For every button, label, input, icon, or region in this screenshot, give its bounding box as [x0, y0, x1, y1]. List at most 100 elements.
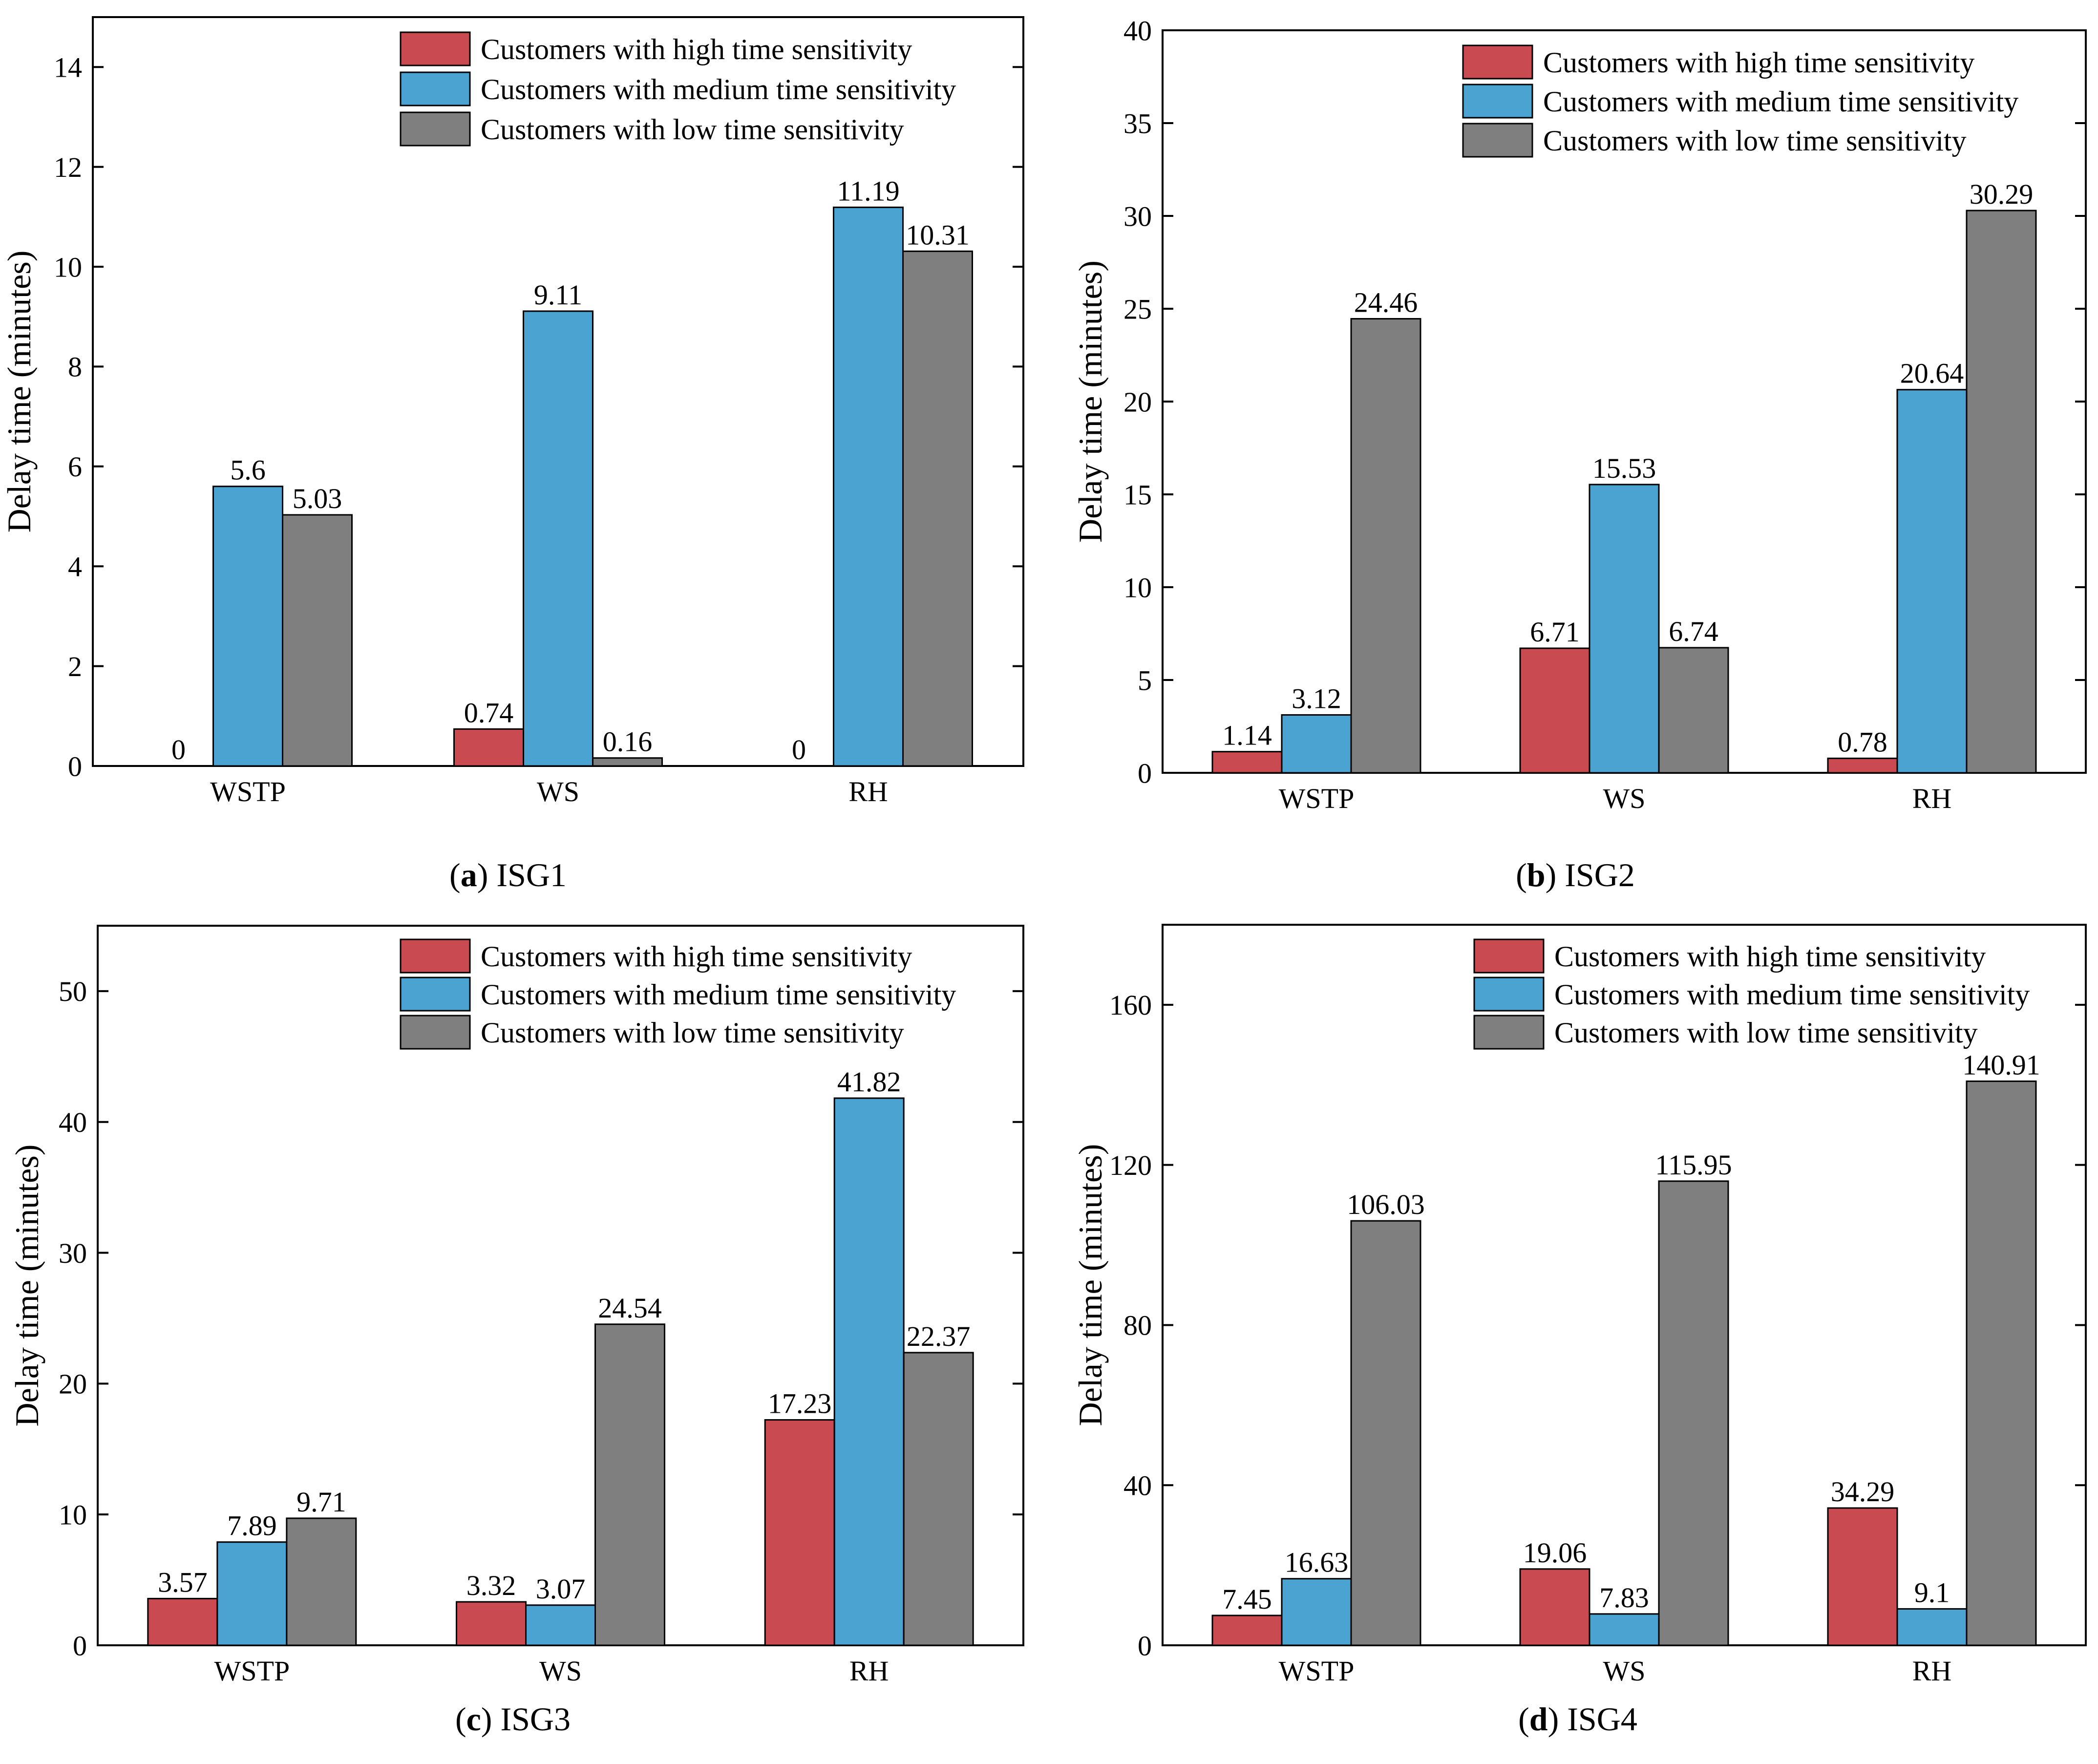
data-label: 17.23	[768, 1388, 832, 1420]
bar-rh-series-2	[1896, 1608, 1968, 1646]
data-label: 34.29	[1831, 1476, 1895, 1508]
bar-ws-series-2	[1589, 484, 1660, 774]
bar-rh-series-3	[1966, 1080, 2037, 1646]
bar-rh-series-1	[1827, 757, 1898, 774]
bar-ws-series-3	[1658, 647, 1729, 774]
bar-wstp-series-2	[216, 1541, 288, 1646]
bar-rh-series-1	[1827, 1507, 1898, 1646]
legend-label-1: Customers with high time sensitivity	[481, 940, 912, 973]
panel-caption-text: ISG1	[496, 856, 567, 893]
legend-label-2: Customers with medium time sensitivity	[481, 978, 956, 1011]
data-label: 115.95	[1655, 1149, 1732, 1181]
y-tick-label: 30	[1123, 200, 1152, 232]
chart-panel-d: 0 40 80 120 160 Delay time (minutes) WSTP 7.45 1…	[1072, 924, 2087, 1738]
data-label: 6.74	[1669, 616, 1718, 647]
y-tick-label: 40	[1123, 1470, 1152, 1502]
bar-wstp-series-3	[286, 1517, 357, 1646]
data-label: 0.78	[1838, 726, 1887, 758]
bar-rh-series-3	[902, 250, 973, 767]
legend-label-2: Customers with medium time sensitivity	[481, 73, 956, 106]
y-tick-label: 2	[68, 651, 82, 682]
bar-wstp-series-3	[1350, 1220, 1421, 1646]
legend-swatch-3	[1473, 1015, 1545, 1050]
y-axis-title: Delay time (minutes)	[1072, 1144, 1109, 1426]
y-tick-label: 40	[59, 1106, 87, 1138]
bar-wstp-series-2	[212, 486, 283, 767]
legend-label-1: Customers with high time sensitivity	[481, 33, 912, 65]
x-tick-label-ws: WS	[1603, 783, 1646, 814]
y-tick-label: 14	[54, 52, 82, 84]
data-label: 5.6	[230, 454, 266, 486]
y-tick-label: 30	[59, 1237, 87, 1269]
legend-label-2: Customers with medium time sensitivity	[1543, 85, 2018, 118]
panel-caption-text: ISG3	[500, 1700, 571, 1738]
bar-ws-series-3	[594, 1323, 665, 1646]
panel-letter: b	[1527, 856, 1546, 893]
data-label: 3.07	[536, 1573, 586, 1605]
x-tick-label-wstp: WSTP	[214, 1655, 290, 1687]
bar-wstp-series-1	[147, 1597, 218, 1646]
bar-ws-series-2	[1589, 1613, 1660, 1646]
x-tick-label-rh: RH	[848, 776, 888, 808]
panel-caption-text: ISG4	[1567, 1700, 1637, 1738]
y-tick-label: 5	[1138, 664, 1152, 696]
legend-swatch-2	[400, 71, 471, 106]
legend-label-2: Customers with medium time sensitivity	[1554, 978, 2030, 1011]
data-label: 140.91	[1962, 1049, 2040, 1081]
data-label: 20.64	[1900, 358, 1964, 389]
legend-label-3: Customers with low time sensitivity	[1543, 125, 1967, 157]
legend-swatch-2	[1462, 84, 1533, 119]
x-tick-label-rh: RH	[1912, 1655, 1952, 1687]
bar-wstp-series-1	[1211, 751, 1283, 774]
y-tick-label: 10	[1123, 572, 1152, 603]
y-tick-label: 20	[1123, 386, 1152, 418]
y-tick-label: 80	[1123, 1310, 1152, 1341]
panel-caption: (d) ISG4	[1518, 1700, 1637, 1738]
bar-rh-series-2	[1896, 389, 1968, 774]
bar-ws-series-1	[1519, 647, 1590, 774]
x-tick-label-ws: WS	[539, 1655, 582, 1687]
legend-swatch-2	[1473, 977, 1545, 1012]
data-label: 22.37	[907, 1320, 971, 1352]
y-tick-label: 10	[59, 1499, 87, 1530]
y-tick-label: 0	[73, 1630, 87, 1661]
data-label: 5.03	[293, 483, 342, 514]
data-label: 9.11	[534, 279, 582, 311]
bar-ws-series-3	[1658, 1180, 1729, 1646]
y-tick-label: 12	[54, 151, 82, 183]
bar-rh-series-3	[903, 1352, 974, 1646]
y-axis-title: Delay time (minutes)	[1072, 260, 1109, 543]
y-tick-label: 20	[59, 1368, 87, 1400]
legend-label-1: Customers with high time sensitivity	[1543, 46, 1974, 79]
bar-rh-series-2	[833, 1097, 905, 1646]
data-label: 6.71	[1530, 616, 1580, 648]
data-label: 9.71	[297, 1486, 346, 1518]
bar-ws-series-1	[1519, 1568, 1590, 1646]
panel-caption: (a) ISG1	[449, 856, 567, 893]
panel-caption: (c) ISG3	[455, 1700, 571, 1738]
data-label: 24.46	[1354, 287, 1418, 319]
data-label: 0	[171, 734, 186, 765]
chart-panel-b: 0 5 10 15 20 25 30 35 40 Delay time (minutes) WSTP…	[1072, 15, 2087, 893]
y-axis-title: Delay time (minutes)	[8, 1145, 45, 1427]
bar-wstp-series-2	[1281, 1578, 1352, 1646]
chart-panel-a: 0 2 4 6 8 10 12 14 Delay time (minutes) WSTP 0 5.6 5…	[0, 16, 1024, 893]
bar-wstp-series-3	[282, 514, 353, 767]
data-label: 0	[792, 734, 806, 765]
y-tick-label: 0	[1138, 1630, 1152, 1661]
x-tick-label-ws: WS	[537, 776, 579, 808]
y-tick-label: 10	[54, 251, 82, 283]
y-tick-label: 25	[1123, 293, 1152, 325]
panel-letter: c	[466, 1700, 481, 1738]
legend-swatch-3	[400, 1015, 471, 1050]
legend-swatch-2	[400, 977, 471, 1012]
y-tick-label: 40	[1123, 15, 1152, 46]
data-label: 30.29	[1970, 178, 2034, 210]
panel-caption-text: ISG2	[1565, 856, 1635, 893]
bar-ws-series-2	[525, 1604, 596, 1646]
legend-swatch-3	[400, 111, 471, 147]
data-label: 3.57	[158, 1566, 208, 1598]
y-tick-label: 6	[68, 451, 82, 483]
legend-swatch-1	[400, 31, 471, 66]
